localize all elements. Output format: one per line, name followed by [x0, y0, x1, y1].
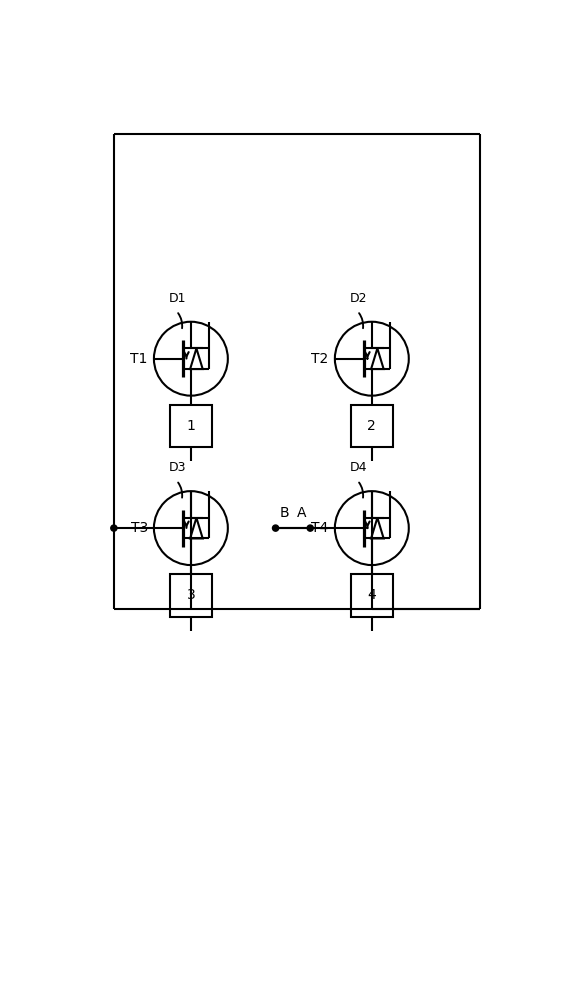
Bar — [169, 405, 212, 447]
Text: 1: 1 — [186, 419, 195, 433]
Circle shape — [273, 525, 279, 531]
Text: D3: D3 — [169, 461, 186, 474]
Text: 3: 3 — [186, 588, 195, 602]
Circle shape — [111, 525, 117, 531]
Text: T4: T4 — [311, 521, 329, 535]
Bar — [169, 574, 212, 617]
Text: D1: D1 — [169, 292, 186, 305]
Text: B: B — [279, 506, 289, 520]
Text: 2: 2 — [367, 419, 376, 433]
Text: T2: T2 — [311, 352, 329, 366]
Text: D2: D2 — [350, 292, 367, 305]
Text: T3: T3 — [131, 521, 148, 535]
Bar — [351, 405, 393, 447]
Bar — [351, 574, 393, 617]
Text: T1: T1 — [130, 352, 148, 366]
Text: A: A — [297, 506, 306, 520]
Text: 4: 4 — [367, 588, 376, 602]
Circle shape — [307, 525, 313, 531]
Text: D4: D4 — [350, 461, 367, 474]
